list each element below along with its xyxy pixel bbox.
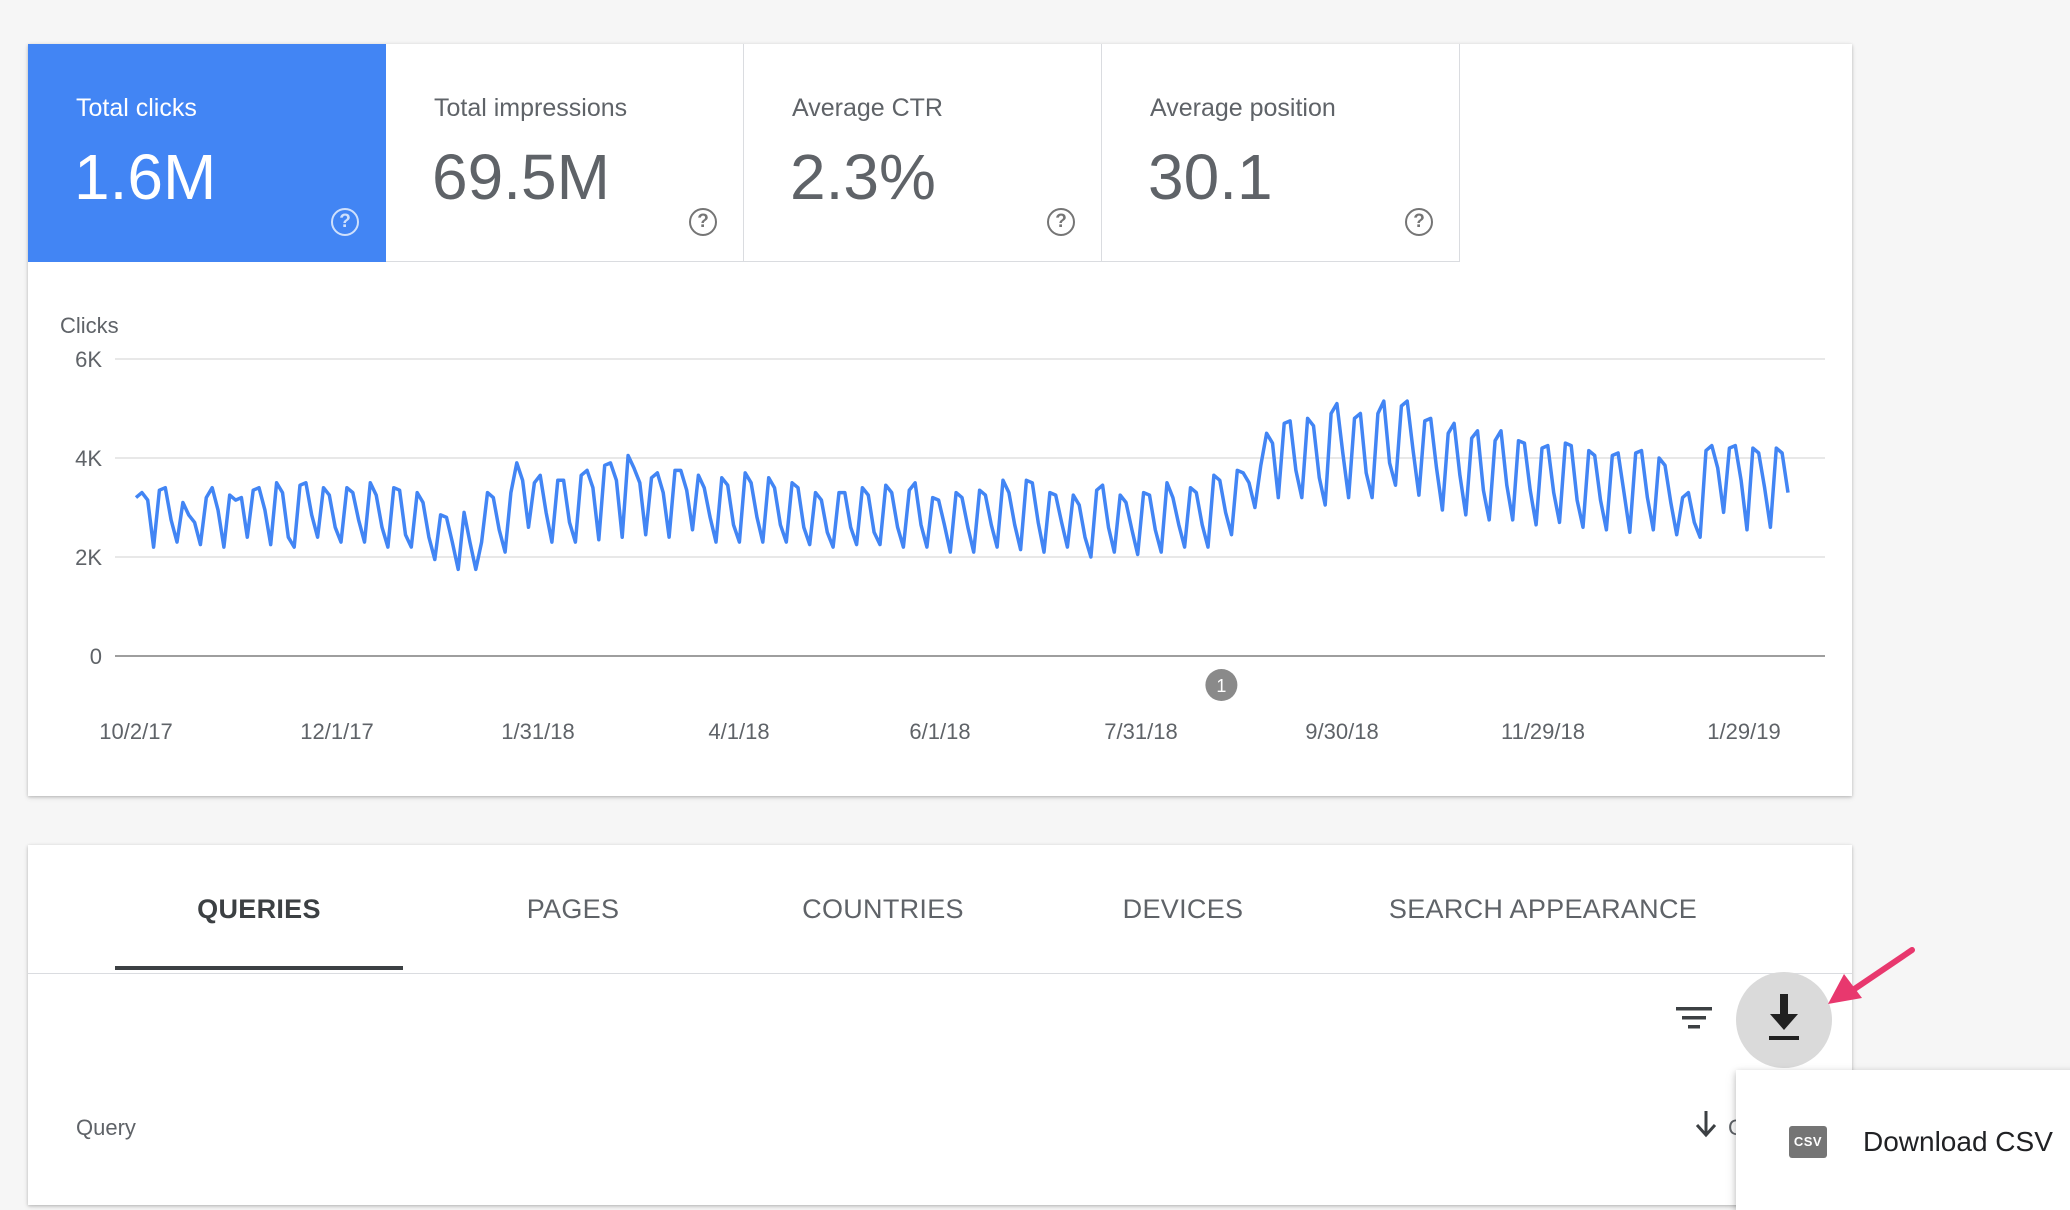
y-tick-label: 6K [75,347,102,372]
help-icon[interactable]: ? [1405,208,1433,236]
download-menu: CSV Download CSV [1736,1070,2070,1210]
results-table-card: QUERIES PAGES COUNTRIES DEVICES SEARCH A… [28,845,1852,1205]
annotation-label: 1 [1216,676,1226,696]
y-tick-label: 4K [75,446,102,471]
metric-label: Total clicks [76,94,197,122]
x-tick-label: 11/29/18 [1501,719,1585,744]
metric-card-average-position[interactable]: Average position 30.1 ? [1102,44,1460,262]
help-icon[interactable]: ? [331,208,359,236]
active-tab-indicator [115,966,403,970]
x-tick-label: 1/29/19 [1707,719,1780,744]
help-icon[interactable]: ? [689,208,717,236]
annotation-marker[interactable] [1205,669,1238,701]
metric-label: Average position [1150,94,1336,122]
pointer-arrow-icon [1828,947,1915,1004]
sort-descending-icon[interactable] [1688,1107,1724,1141]
metric-label: Total impressions [434,94,628,122]
y-tick-label: 0 [90,644,102,669]
dimension-tabs: QUERIES PAGES COUNTRIES DEVICES SEARCH A… [28,845,1852,974]
download-button[interactable] [1736,972,1832,1068]
download-icon [1769,994,1799,1040]
metric-card-average-ctr[interactable]: Average CTR 2.3% ? [744,44,1102,262]
x-tick-label: 4/1/18 [708,719,769,744]
x-tick-label: 1/31/18 [501,719,574,744]
filter-icon[interactable] [1668,997,1718,1037]
tab-pages[interactable]: PAGES [526,894,620,924]
metric-card-total-clicks[interactable]: Total clicks 1.6M ? [28,44,386,262]
help-icon[interactable]: ? [1047,208,1075,236]
metric-value: 2.3% [790,141,936,213]
performance-card: Total clicks 1.6M ? Total impressions 69… [28,44,1852,796]
x-tick-label: 6/1/18 [909,719,970,744]
x-tick-label: 12/1/17 [300,719,373,744]
query-column-header: Query [76,1115,136,1140]
series-line [134,399,1790,572]
tab-search-appearance[interactable]: SEARCH APPEARANCE [1388,894,1698,924]
x-tick-label: 9/30/18 [1305,719,1378,744]
tab-countries[interactable]: COUNTRIES [802,894,964,924]
x-tick-label: 10/2/17 [99,719,172,744]
metric-card-total-impressions[interactable]: Total impressions 69.5M ? [386,44,744,262]
metric-label: Average CTR [792,94,943,122]
y-tick-label: 2K [75,545,102,570]
tab-queries[interactable]: QUERIES [197,894,321,924]
x-tick-label: 7/31/18 [1104,719,1177,744]
metric-value: 1.6M [74,141,217,213]
csv-file-icon: CSV [1789,1126,1827,1158]
y-axis-label: Clicks [60,313,119,338]
download-csv-menu-item[interactable]: Download CSV [1863,1126,2053,1157]
tab-devices[interactable]: DEVICES [1122,894,1244,924]
metric-value: 30.1 [1148,141,1273,213]
clicks-line-chart[interactable]: Clicks 0 2K 4K 6K 10/2/17 12/1/17 1/31/18 4/1/… [28,44,1852,796]
metric-value: 69.5M [432,141,610,213]
